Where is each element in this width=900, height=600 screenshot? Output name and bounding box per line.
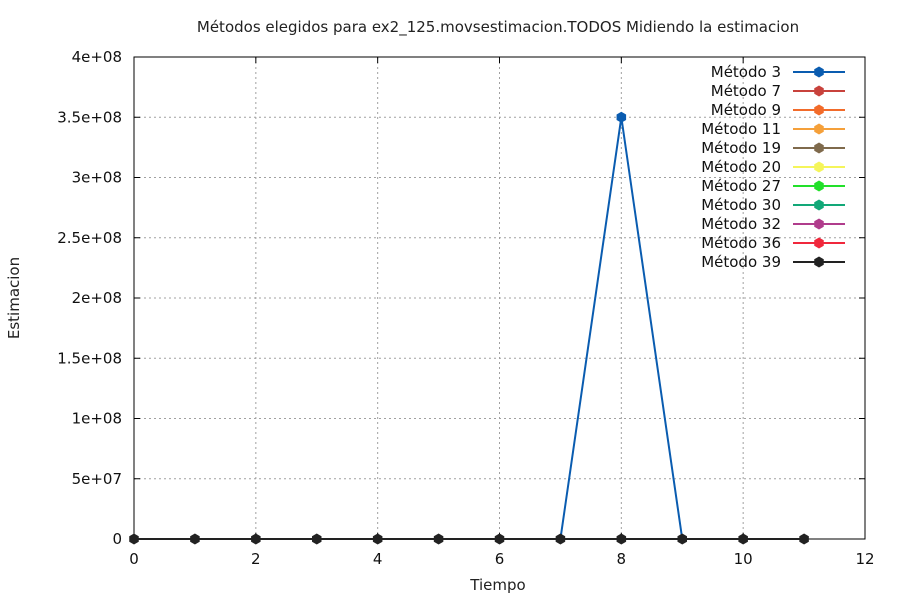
legend-swatch-marker [814, 256, 824, 268]
legend-swatch-marker [814, 199, 824, 211]
legend-label: Método 36 [701, 234, 781, 252]
y-tick-label: 1.5e+08 [57, 349, 122, 367]
legend-label: Método 11 [701, 120, 781, 138]
data-point [616, 533, 627, 545]
x-tick-label: 2 [251, 550, 261, 568]
legend-swatch-marker [814, 85, 824, 97]
data-point [555, 533, 566, 545]
y-axis-label: Estimacion [5, 257, 23, 339]
legend-item: Método 11 [701, 120, 845, 138]
data-point [129, 533, 139, 545]
data-point [616, 111, 627, 123]
y-tick-label: 1e+08 [72, 410, 122, 428]
data-point [190, 533, 200, 545]
legend-item: Método 20 [701, 158, 845, 176]
x-tick-label: 10 [734, 550, 753, 568]
y-tick-label: 2e+08 [72, 289, 122, 307]
legend-label: Método 39 [701, 253, 781, 271]
chart-title: Métodos elegidos para ex2_125.movsestima… [197, 18, 799, 37]
y-tick-label: 4e+08 [72, 48, 122, 66]
legend-swatch-marker [814, 237, 824, 249]
legend-item: Método 36 [701, 234, 845, 252]
legend-label: Método 3 [711, 63, 781, 81]
x-axis-label: Tiempo [469, 576, 525, 594]
legend-label: Método 7 [711, 82, 781, 100]
legend-swatch-marker [814, 180, 824, 192]
legend-label: Método 20 [701, 158, 781, 176]
series-layer [129, 111, 809, 545]
y-tick-label: 2.5e+08 [57, 229, 122, 247]
x-tick-label: 6 [495, 550, 505, 568]
y-tick-label: 3.5e+08 [57, 108, 122, 126]
x-tick-label: 8 [617, 550, 627, 568]
data-point [738, 533, 748, 545]
legend-label: Método 27 [701, 177, 781, 195]
data-point [372, 533, 383, 545]
x-tick-label: 4 [373, 550, 383, 568]
y-axis: 0 5e+07 1e+08 1.5e+08 2e+08 2.5e+08 3e+08 3.5e+… [57, 48, 865, 548]
y-tick-label: 0 [112, 530, 122, 548]
legend-item: Método 3 [711, 63, 845, 81]
x-tick-label: 12 [855, 550, 874, 568]
legend-label: Método 30 [701, 196, 781, 214]
legend-swatch-marker [814, 66, 824, 78]
series-1 [559, 111, 684, 540]
legend-item: Método 19 [701, 139, 845, 157]
legend-item: Método 30 [701, 196, 845, 214]
legend-item: Método 27 [701, 177, 845, 195]
data-point [799, 533, 809, 545]
legend-item: Método 7 [711, 82, 845, 100]
series-11 [129, 533, 809, 545]
legend-label: Método 9 [711, 101, 781, 119]
data-point [251, 533, 261, 545]
legend-swatch-marker [814, 123, 824, 135]
y-tick-label: 3e+08 [72, 169, 122, 187]
x-tick-label: 0 [129, 550, 139, 568]
data-point [494, 533, 505, 545]
legend-swatch-marker [814, 218, 824, 230]
legend-label: Método 32 [701, 215, 781, 233]
legend-item: Método 32 [701, 215, 845, 233]
legend-label: Método 19 [701, 139, 781, 157]
legend-swatch-marker [814, 142, 824, 154]
legend-swatch-marker [814, 161, 824, 173]
legend-item: Método 9 [711, 101, 845, 119]
legend-item: Método 39 [701, 253, 845, 271]
legend-swatch-marker [814, 104, 824, 116]
y-tick-label: 5e+07 [72, 470, 122, 488]
data-point [677, 533, 688, 545]
data-point [433, 533, 444, 545]
grid [134, 57, 865, 539]
data-point [311, 533, 322, 545]
